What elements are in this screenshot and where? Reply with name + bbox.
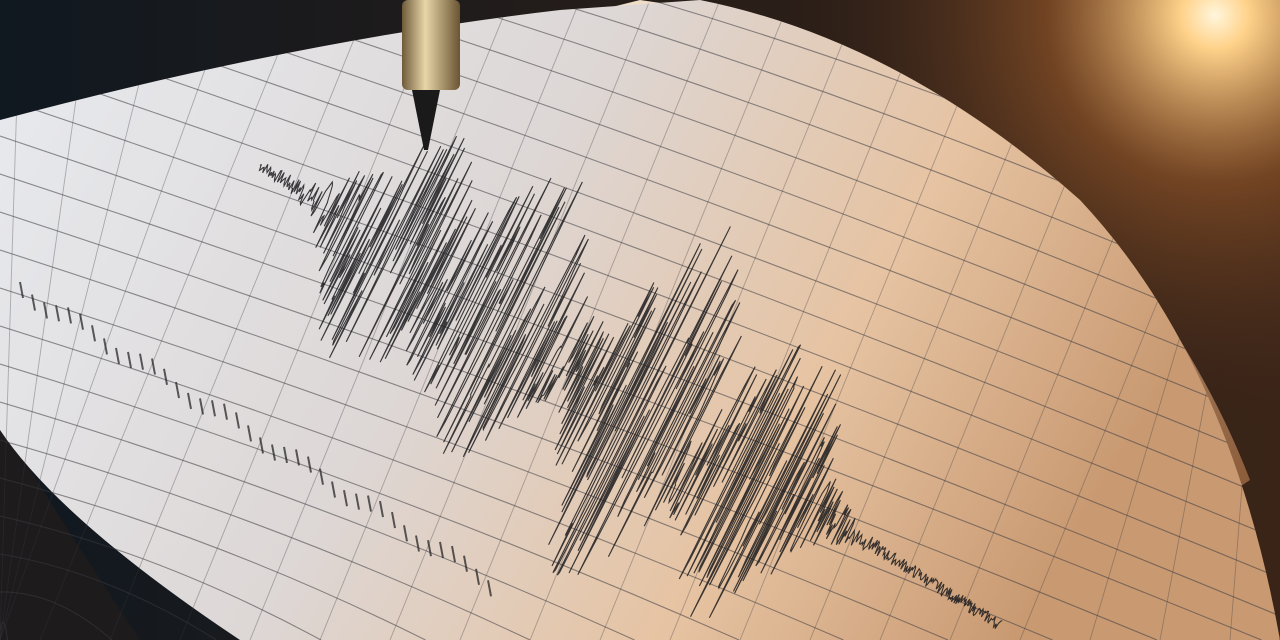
grid-line xyxy=(128,0,1280,427)
tick-mark xyxy=(307,456,312,473)
tick-mark xyxy=(67,307,72,324)
grid-line xyxy=(249,0,511,640)
grid-line xyxy=(0,477,426,640)
tick-mark xyxy=(319,468,324,485)
tick-mark xyxy=(475,568,480,585)
tick-mark xyxy=(259,437,264,454)
tick-mark xyxy=(187,392,192,410)
tick-mark xyxy=(175,381,180,399)
grid-line xyxy=(0,325,844,640)
tick-mark xyxy=(115,347,120,365)
tick-mark xyxy=(91,325,96,342)
trace-line xyxy=(258,135,1003,630)
grid-line xyxy=(0,287,949,640)
grid-line xyxy=(0,515,322,640)
grid-line xyxy=(0,0,91,640)
tick-mark xyxy=(199,398,204,415)
tick-mark xyxy=(79,313,84,330)
grid-line xyxy=(179,0,441,640)
tick-mark xyxy=(223,403,228,420)
grid-line xyxy=(0,59,1280,541)
tick-mark xyxy=(247,425,252,442)
tick-mark xyxy=(163,368,168,385)
grid-line xyxy=(0,553,217,640)
tick-mark xyxy=(415,535,420,552)
grid-line xyxy=(0,249,1053,640)
grid-line xyxy=(459,0,721,640)
tick-mark xyxy=(451,545,456,563)
grid-line xyxy=(0,439,531,640)
tick-mark xyxy=(367,495,372,512)
tick-mark xyxy=(403,525,408,542)
grid-line xyxy=(0,591,113,640)
grid-line xyxy=(0,363,740,640)
pen-tip xyxy=(412,90,440,150)
grid-line xyxy=(0,21,1280,503)
shadow-lower-left xyxy=(0,420,140,640)
tick-mark xyxy=(355,493,360,510)
grid-line xyxy=(0,621,9,640)
tick-mark xyxy=(331,481,336,498)
grid-line xyxy=(337,0,1280,351)
grid-line xyxy=(529,0,791,640)
grid-line xyxy=(39,0,301,640)
pen-stylus xyxy=(402,0,460,150)
tick-mark xyxy=(439,541,444,559)
grid-line xyxy=(232,0,1280,389)
tick-mark xyxy=(151,358,156,375)
grid-line xyxy=(319,0,581,640)
tick-mark xyxy=(43,302,48,319)
tick-mark xyxy=(391,511,396,529)
tick-mark xyxy=(139,353,144,370)
tick-mark xyxy=(379,500,384,518)
tick-mark xyxy=(295,449,300,466)
tick-mark xyxy=(283,446,288,464)
tick-mark xyxy=(343,490,348,507)
tick-mark xyxy=(271,444,276,461)
grid-line xyxy=(0,0,161,640)
tick-mark xyxy=(487,580,492,597)
tick-mark xyxy=(127,351,132,369)
tick-mark xyxy=(19,281,24,299)
grid-line xyxy=(389,0,651,640)
pen-body xyxy=(402,0,460,90)
tick-mark xyxy=(31,294,36,311)
tick-mark xyxy=(235,412,240,429)
tick-mark xyxy=(211,400,216,417)
tick-mark xyxy=(427,539,432,557)
seismic-trace xyxy=(258,135,1003,630)
tick-mark xyxy=(463,555,468,572)
tick-mark xyxy=(55,305,60,322)
grid-line xyxy=(0,0,231,640)
tick-mark xyxy=(103,338,108,355)
grid-line xyxy=(0,401,635,640)
grid-line xyxy=(109,0,371,640)
